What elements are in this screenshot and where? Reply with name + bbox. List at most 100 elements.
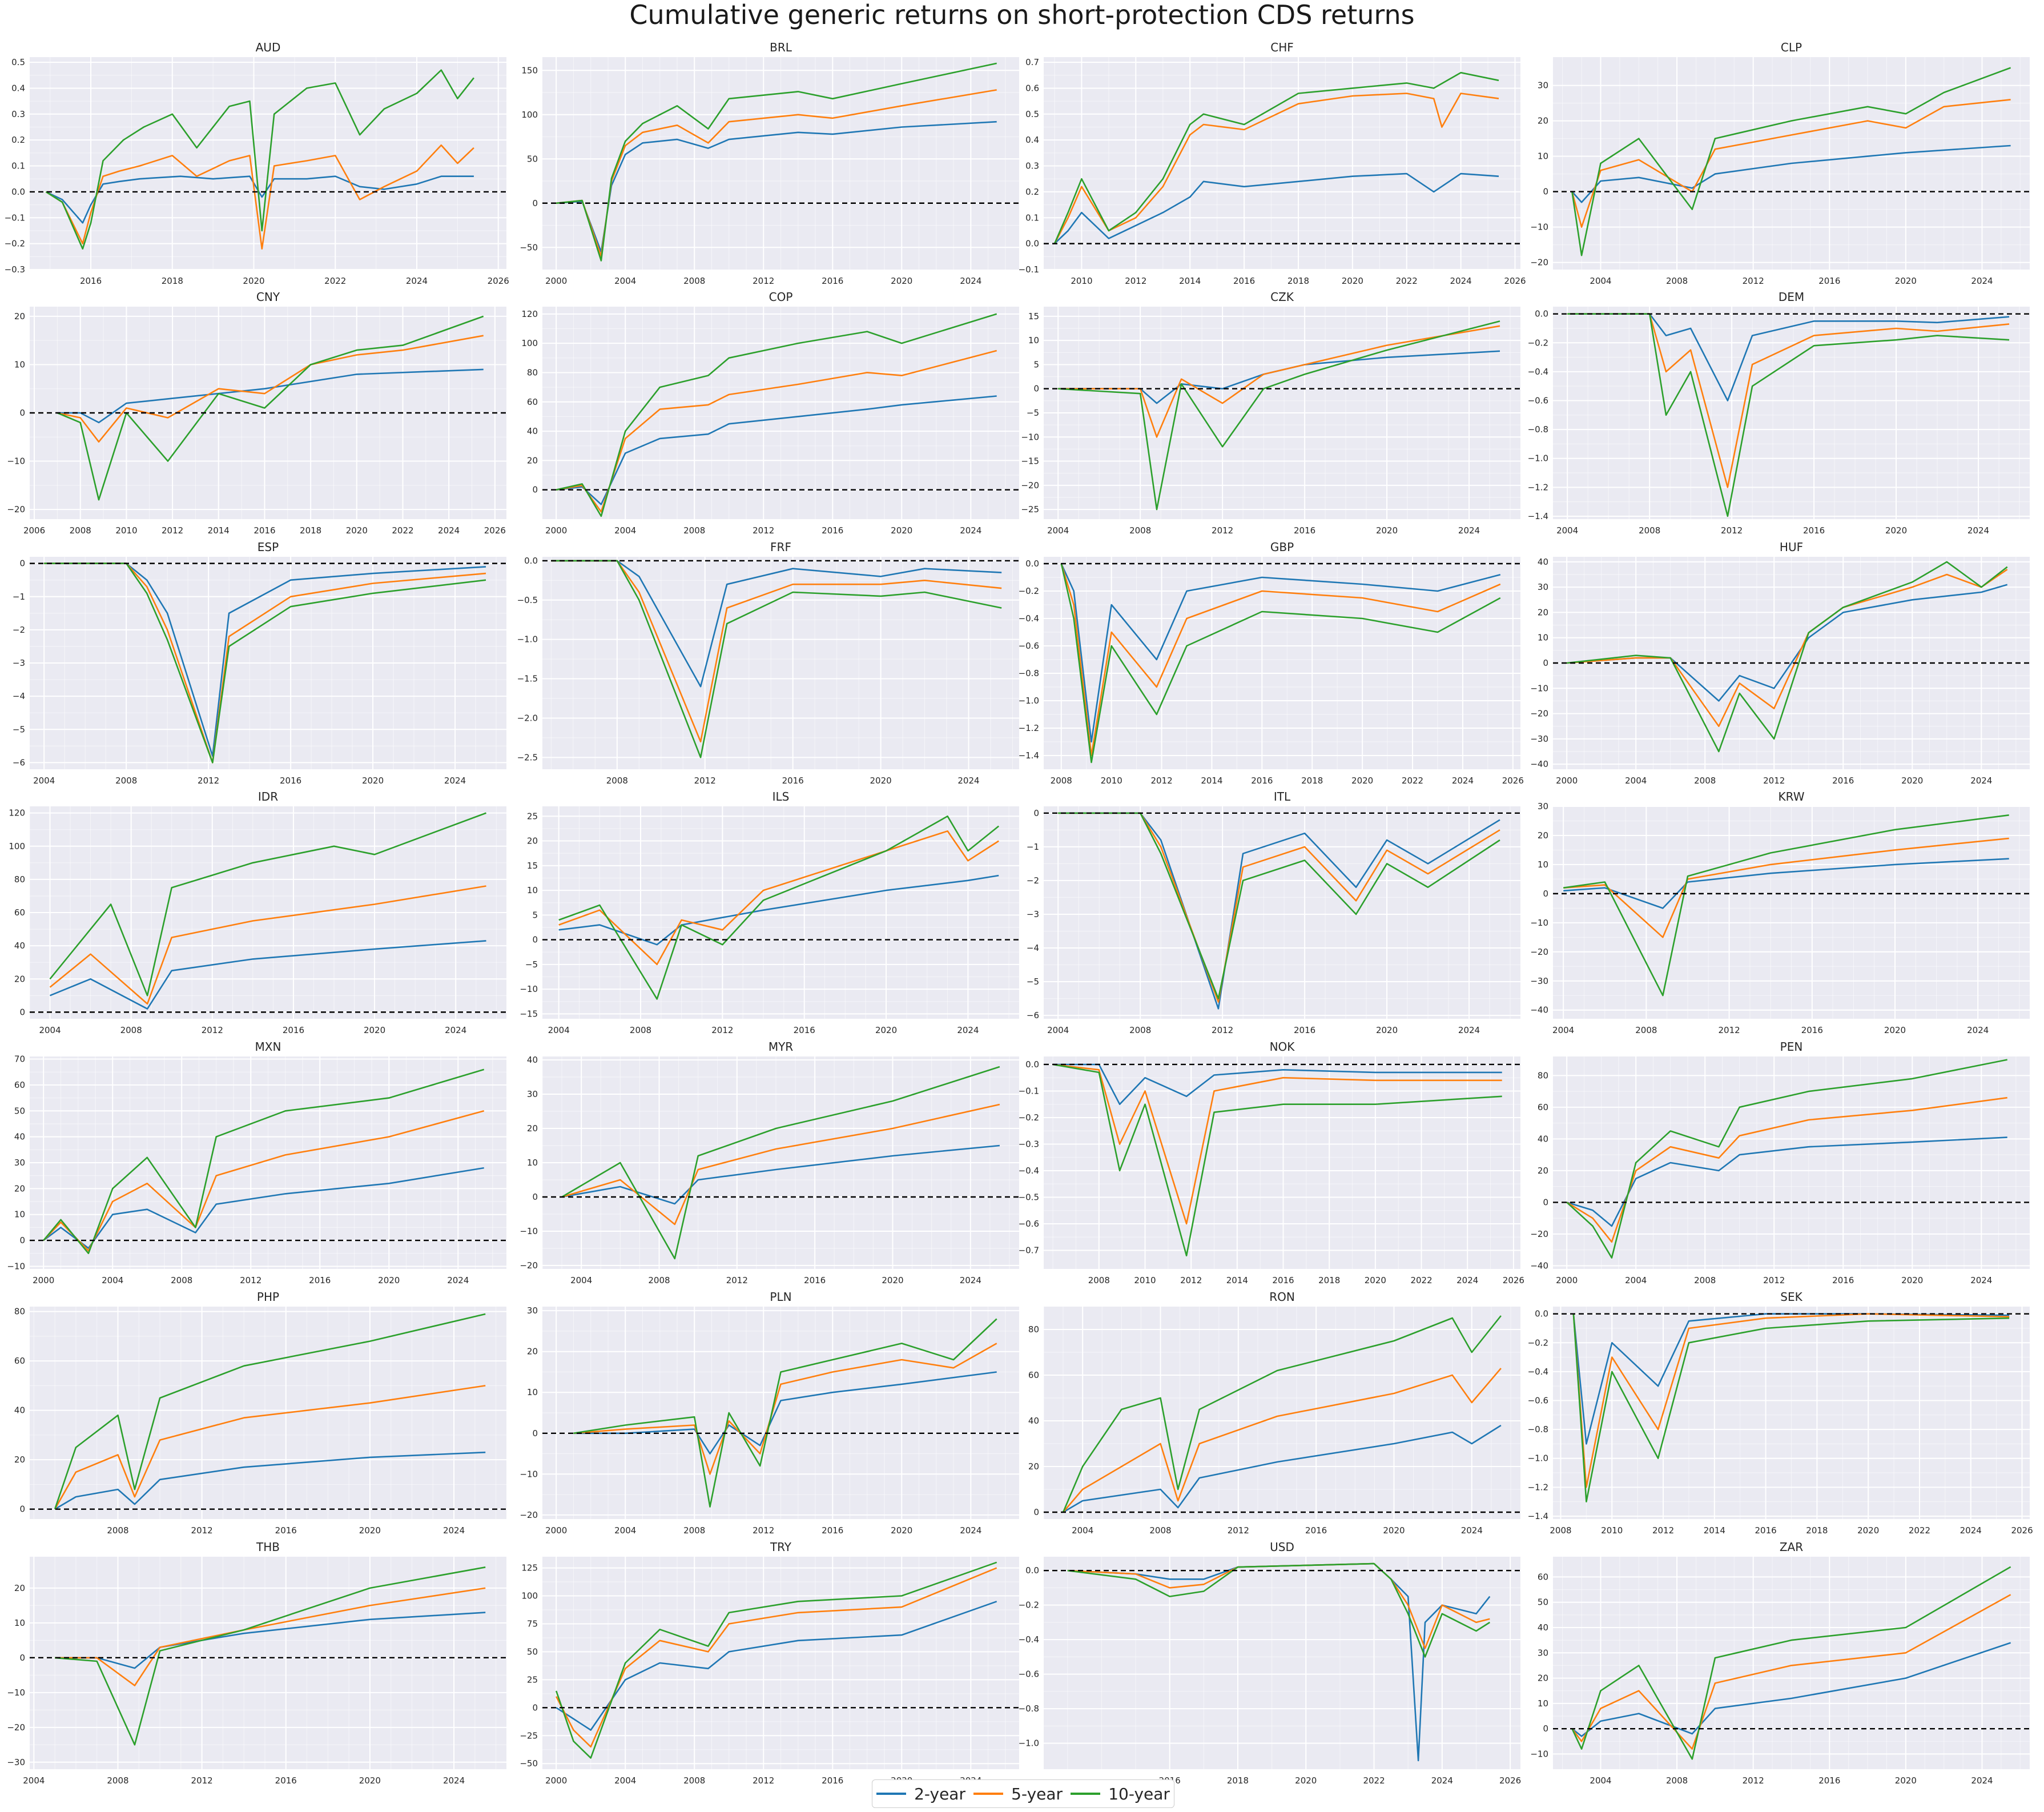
series-line-10-year bbox=[1567, 561, 2008, 753]
x-tick-label: 2008 bbox=[1694, 1275, 1716, 1285]
x-tick-label: 2020 bbox=[1342, 276, 1363, 286]
x-tick-label: 2012 bbox=[1212, 525, 1233, 536]
series-line-5-year bbox=[55, 1587, 486, 1686]
plot-area bbox=[30, 57, 506, 270]
x-tick-label: 2004 bbox=[1625, 1275, 1647, 1285]
y-tick-label: −4 bbox=[13, 691, 25, 701]
plot-area bbox=[1044, 806, 1520, 1019]
series-line-5-year bbox=[57, 335, 484, 443]
x-tick-label: 2024 bbox=[438, 525, 460, 536]
y-tick-label: 0.0 bbox=[11, 187, 25, 197]
y-tick-label: −30 bbox=[1530, 976, 1548, 986]
y-tick-label: −1.0 bbox=[1019, 1738, 1039, 1749]
x-tick-label: 2008 bbox=[683, 1775, 705, 1786]
x-tick-label: 2016 bbox=[822, 525, 843, 536]
x-tick-label: 2022 bbox=[1410, 1275, 1432, 1285]
y-tick-label: −2 bbox=[1027, 875, 1039, 886]
y-tick-label: 60 bbox=[14, 1356, 25, 1366]
x-tick-label: 2020 bbox=[359, 1525, 381, 1536]
panel-cop: 2000 2004 2008 2012 2016 2020 2024 0 20 40 60 80 100… bbox=[521, 290, 1019, 536]
y-tick-label: 20 bbox=[14, 1583, 25, 1593]
x-tick-label: 2012 bbox=[753, 276, 774, 286]
series-line-2-year bbox=[1054, 172, 1499, 244]
series-line-10-year bbox=[49, 812, 486, 997]
y-tick-label: −1.4 bbox=[1019, 750, 1039, 761]
x-tick-label: 2004 bbox=[39, 1025, 61, 1035]
y-tick-label: −0.2 bbox=[1019, 1112, 1039, 1123]
y-tick-label: −1.0 bbox=[517, 634, 538, 645]
series-line-2-year bbox=[57, 368, 484, 424]
x-tick-label: 2010 bbox=[115, 525, 137, 536]
legend: 2-year 5-year 10-year bbox=[872, 1779, 1174, 1808]
x-tick-label: 2004 bbox=[1047, 1025, 1069, 1035]
y-tick-label: −10 bbox=[7, 456, 25, 467]
y-tick-label: 20 bbox=[1538, 116, 1548, 126]
panel-title: COP bbox=[769, 290, 793, 304]
panel-cny: 2006 2008 2010 2012 2014 2016 2018 2020 2022 2024… bbox=[7, 290, 506, 536]
x-tick-label: 2020 bbox=[364, 1025, 385, 1035]
y-tick-label: 0.3 bbox=[11, 109, 25, 119]
x-tick-label: 2004 bbox=[614, 525, 636, 536]
y-tick-label: −20 bbox=[1530, 1229, 1548, 1239]
x-tick-label: 2012 bbox=[1743, 276, 1764, 286]
x-tick-label: 2024 bbox=[1456, 1275, 1478, 1285]
y-tick-label: 20 bbox=[14, 974, 25, 984]
x-tick-label: 2014 bbox=[1201, 776, 1222, 786]
y-tick-label: 10 bbox=[527, 1387, 538, 1397]
panel-title: PEN bbox=[1780, 1040, 1803, 1054]
y-tick-label: 20 bbox=[14, 1455, 25, 1465]
x-tick-label: 2008 bbox=[1694, 776, 1716, 786]
x-tick-label: 2000 bbox=[33, 1275, 54, 1285]
series-line-10-year bbox=[1571, 67, 2011, 256]
panel-czk: 2004 2008 2012 2016 2020 2024 −25 −20 −15 −10 −5 0 5… bbox=[1021, 290, 1520, 536]
y-tick-label: 30 bbox=[527, 1305, 538, 1316]
y-tick-label: 150 bbox=[521, 65, 538, 75]
x-tick-label: 2024 bbox=[957, 1025, 979, 1035]
y-tick-label: −1.2 bbox=[1528, 1482, 1548, 1492]
y-tick-label: −2.5 bbox=[517, 752, 538, 762]
y-tick-label: −0.4 bbox=[1019, 1634, 1039, 1645]
y-tick-label: 60 bbox=[1028, 1370, 1039, 1380]
x-tick-label: 2016 bbox=[782, 776, 804, 786]
y-tick-label: 40 bbox=[527, 1055, 538, 1065]
y-tick-label: −10 bbox=[520, 984, 538, 994]
panel-title: MXN bbox=[255, 1040, 281, 1054]
series-line-2-year bbox=[45, 175, 474, 224]
x-tick-label: 2012 bbox=[1718, 1025, 1740, 1035]
panel-itl: 2004 2008 2012 2016 2020 2024 −6 −5 −4 −3 −2 −1 0 ITL bbox=[1027, 790, 1520, 1035]
x-tick-label: 2024 bbox=[1450, 276, 1472, 286]
x-tick-label: 2020 bbox=[1295, 1775, 1317, 1786]
x-tick-label: 2016 bbox=[1818, 276, 1840, 286]
legend-item-5-year: 5-year bbox=[973, 1785, 1063, 1803]
y-tick-label: −0.6 bbox=[1019, 1669, 1039, 1680]
x-tick-label: 2008 bbox=[107, 1525, 128, 1536]
y-tick-label: 0 bbox=[19, 408, 25, 418]
legend-label-2-year: 2-year bbox=[914, 1784, 965, 1803]
y-tick-label: 100 bbox=[521, 110, 538, 120]
y-tick-label: 0.0 bbox=[1025, 239, 1039, 249]
panel-title: SEK bbox=[1780, 1290, 1802, 1304]
y-tick-label: −0.6 bbox=[1528, 395, 1548, 405]
series-line-2-year bbox=[1567, 313, 2010, 401]
x-tick-label: 2008 bbox=[70, 525, 91, 536]
y-tick-label: −1.0 bbox=[1528, 1453, 1548, 1464]
y-tick-label: 0 bbox=[1033, 808, 1039, 818]
y-tick-label: −20 bbox=[1021, 480, 1039, 491]
y-tick-label: −0.8 bbox=[1019, 668, 1039, 678]
series-line-10-year bbox=[555, 1561, 997, 1759]
x-tick-label: 2008 bbox=[648, 1275, 670, 1285]
y-tick-label: 0 bbox=[532, 1702, 538, 1713]
series-line-2-year bbox=[1053, 1063, 1502, 1105]
y-tick-label: −0.5 bbox=[517, 595, 538, 605]
y-tick-label: 20 bbox=[1538, 1673, 1548, 1684]
x-tick-label: 2018 bbox=[300, 525, 321, 536]
series-line-5-year bbox=[1058, 812, 1500, 1003]
y-tick-label: 80 bbox=[1538, 1070, 1548, 1080]
x-tick-label: 2004 bbox=[102, 1275, 123, 1285]
x-tick-label: 2020 bbox=[1351, 776, 1373, 786]
panel-huf: 2000 2004 2008 2012 2016 2020 2024 −40 −30 −20 −10… bbox=[1530, 540, 2030, 786]
y-tick-label: 10 bbox=[527, 1158, 538, 1168]
x-tick-label: 2018 bbox=[1227, 1775, 1249, 1786]
x-tick-label: 2024 bbox=[1971, 1775, 1993, 1786]
y-tick-label: 30 bbox=[14, 1158, 25, 1168]
